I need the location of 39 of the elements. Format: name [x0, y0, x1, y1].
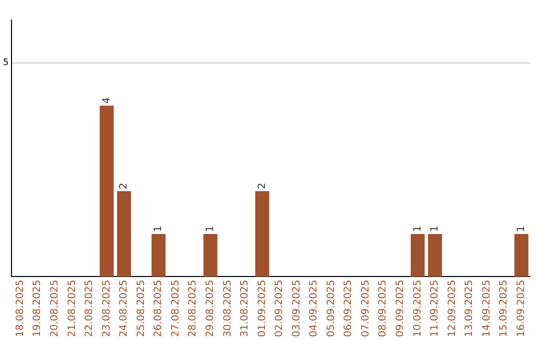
x-tick-label: 15.09.2025 — [498, 280, 510, 338]
x-tick-label: 24.08.2025 — [118, 280, 130, 338]
data-label: 2 — [256, 182, 268, 190]
x-tick-label: 04.09.2025 — [308, 280, 320, 338]
x-tick-label: 07.09.2025 — [360, 280, 372, 338]
x-tick-label: 10.09.2025 — [412, 280, 424, 338]
x-tick-label: 13.09.2025 — [464, 280, 476, 338]
x-tick-label: 27.08.2025 — [170, 280, 182, 338]
x-tick-label: 19.08.2025 — [32, 280, 44, 338]
data-label: 4 — [101, 97, 112, 104]
data-label: 1 — [412, 226, 424, 232]
x-tick-label: 02.09.2025 — [274, 280, 286, 338]
data-label: 2 — [118, 182, 130, 190]
x-tick-label: 20.08.2025 — [50, 280, 61, 338]
data-label: 1 — [516, 226, 527, 232]
x-tick-label: 01.09.2025 — [256, 280, 268, 338]
data-label: 1 — [153, 226, 164, 232]
x-tick-label: 03.09.2025 — [291, 280, 302, 338]
x-tick-label: 06.09.2025 — [343, 280, 354, 338]
x-tick-label: 12.09.2025 — [446, 280, 458, 338]
data-label: 1 — [204, 226, 216, 232]
x-tick-label: 14.09.2025 — [481, 280, 492, 338]
x-tick-label: 05.09.2025 — [326, 280, 337, 338]
x-tick-label: 26.08.2025 — [153, 280, 164, 338]
x-tick-label: 16.09.2025 — [516, 280, 527, 338]
x-tick-label: 18.08.2025 — [14, 280, 26, 338]
x-tick-label: 08.09.2025 — [378, 280, 389, 338]
x-tick-label: 29.08.2025 — [204, 280, 216, 338]
x-tick-label: 22.08.2025 — [84, 280, 96, 338]
x-tick-label: 23.08.2025 — [101, 280, 112, 338]
x-tick-label: 30.08.2025 — [222, 280, 234, 338]
x-tick-label: 21.08.2025 — [66, 280, 78, 338]
y-tick-label: 5 — [2, 58, 9, 68]
x-tick-label: 28.08.2025 — [188, 280, 199, 338]
x-tick-label: 09.09.2025 — [395, 280, 406, 338]
x-tick-label: 11.09.2025 — [430, 280, 441, 338]
data-label: 1 — [430, 226, 441, 232]
x-tick-label: 31.08.2025 — [240, 280, 251, 338]
x-tick-label: 25.08.2025 — [136, 280, 147, 338]
